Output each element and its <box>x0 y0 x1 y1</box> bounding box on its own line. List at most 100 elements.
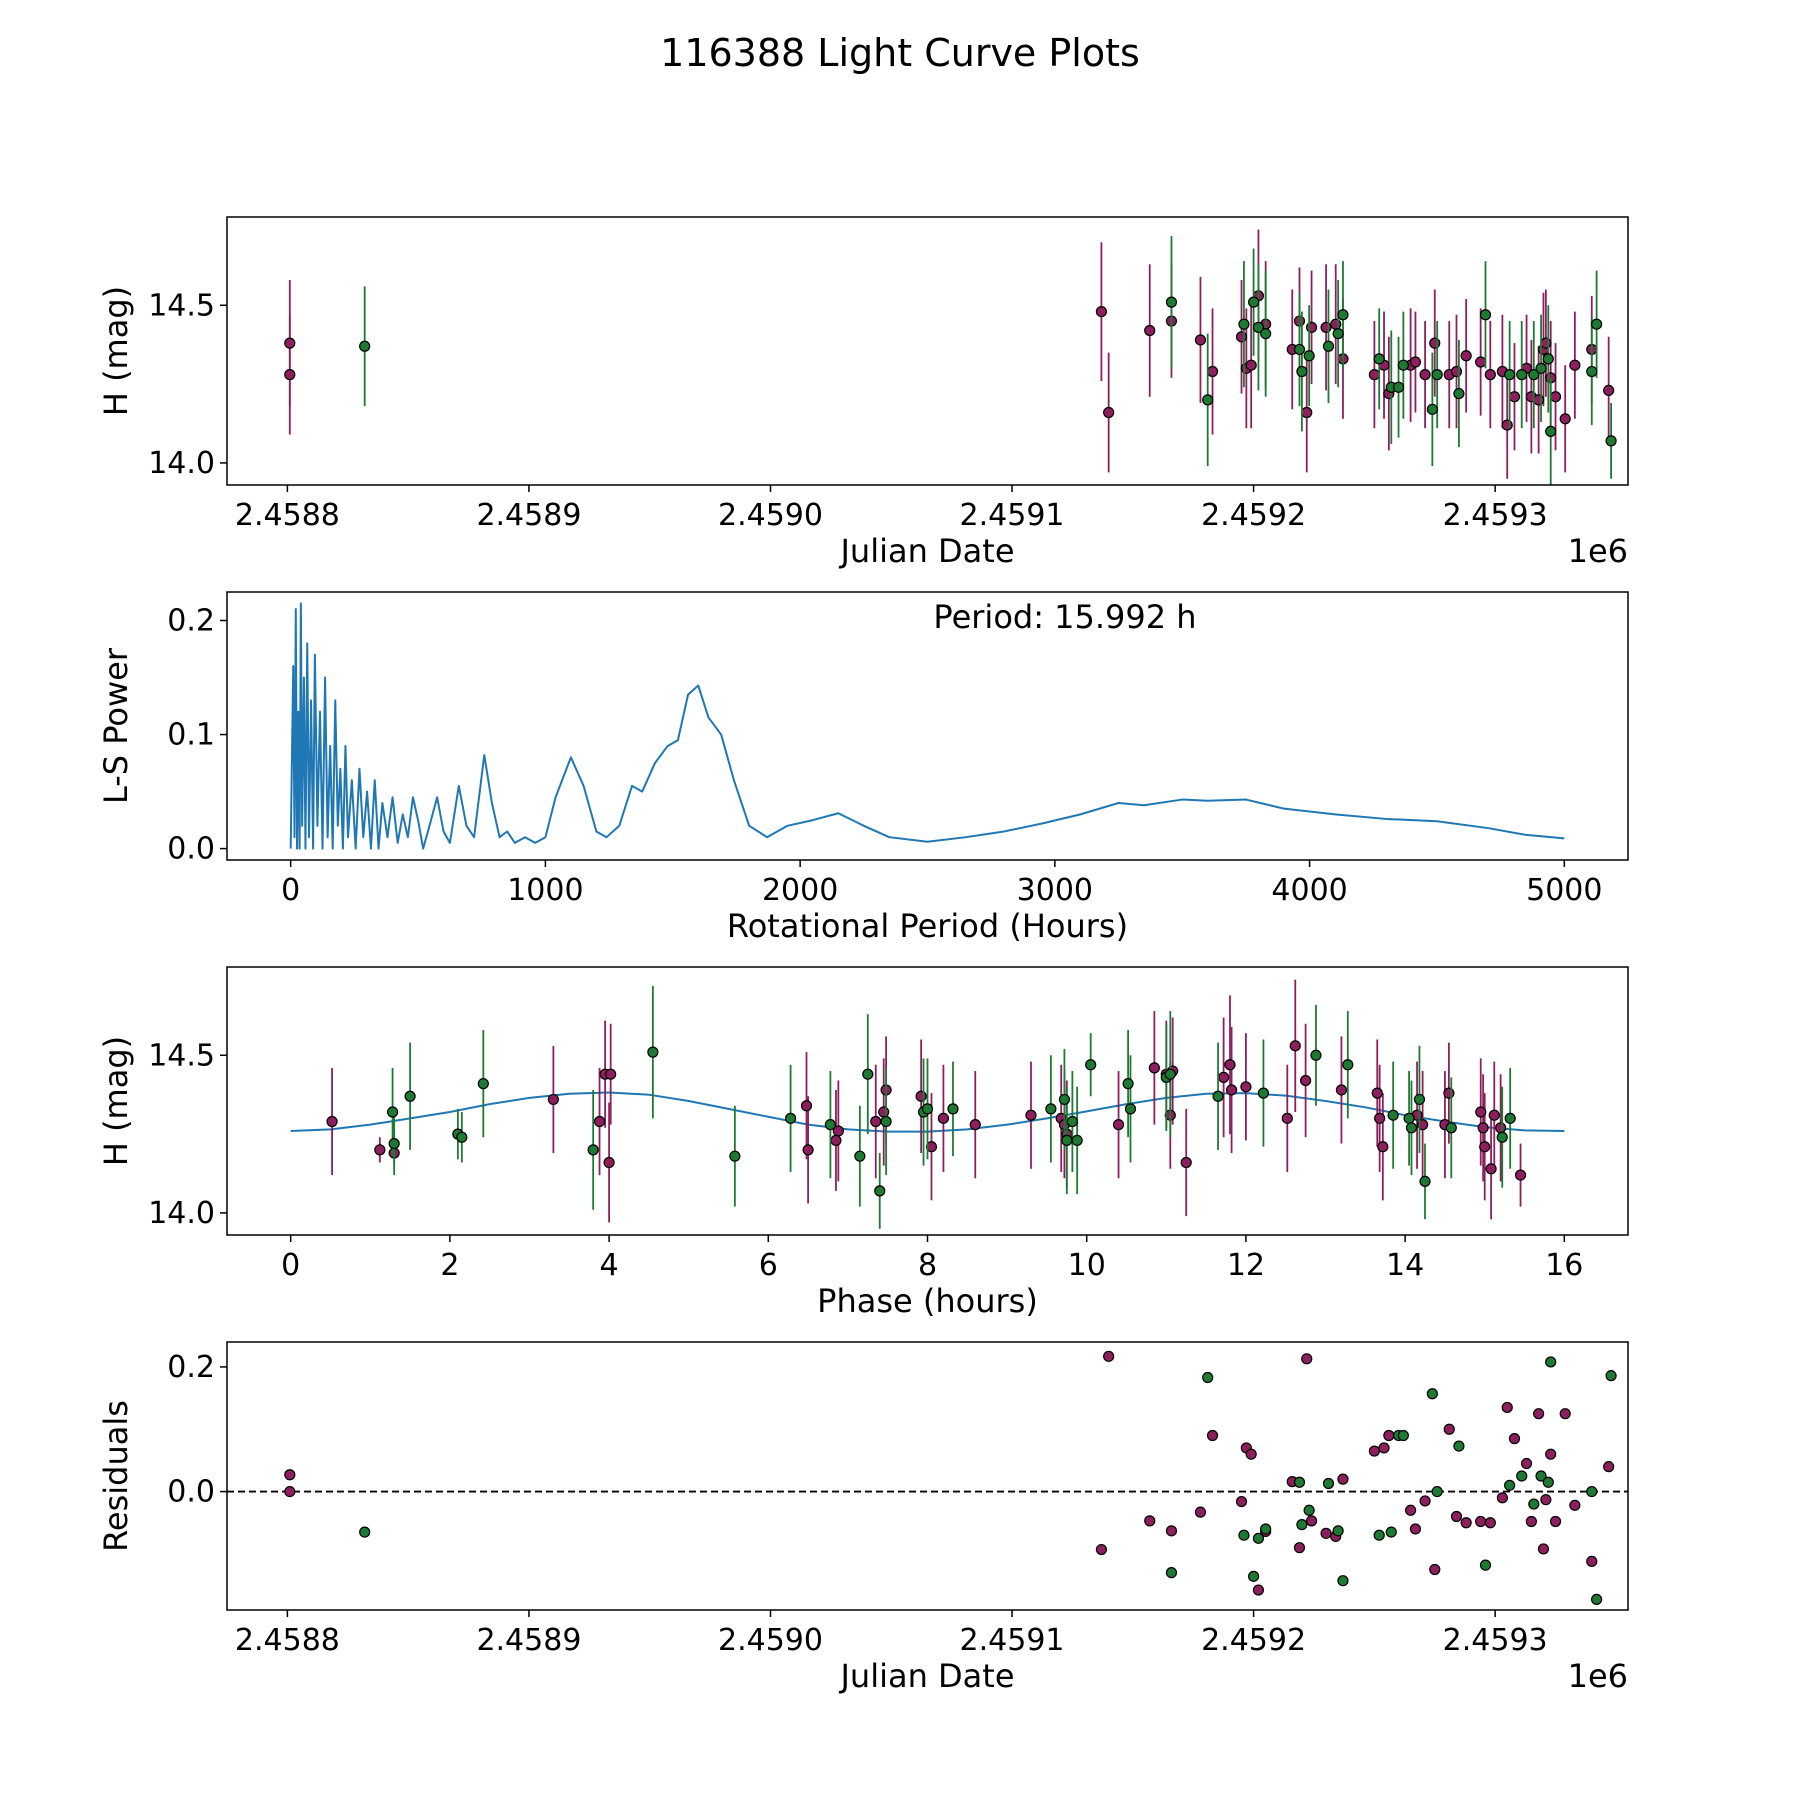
residuals-point-magenta <box>1378 1442 1390 1454</box>
residuals-point-magenta <box>1443 1423 1455 1435</box>
residuals-point-green <box>1332 1525 1344 1537</box>
residuals-point-magenta <box>1337 1473 1349 1485</box>
lightcurve-point-green <box>1528 369 1540 381</box>
periodogram-annotation: Period: 15.992 h <box>933 598 1196 636</box>
lightcurve-point-green <box>1397 359 1409 371</box>
residuals-point-green <box>1431 1485 1443 1498</box>
residuals-point-green <box>1397 1429 1409 1442</box>
residuals-point-magenta <box>1165 1525 1178 1537</box>
residuals-point-magenta <box>1419 1495 1431 1507</box>
residuals-point-green <box>1516 1470 1528 1482</box>
residuals-point-magenta <box>284 1469 296 1481</box>
periodogram-plot-area <box>289 602 1565 850</box>
phasefold-point-green <box>1387 1109 1399 1121</box>
phasefold-point-magenta <box>1485 1163 1497 1175</box>
residuals-offset-label: 1e6 <box>1568 1657 1628 1695</box>
lightcurve-point-magenta <box>1409 356 1422 368</box>
residuals-ytick-label: 0.0 <box>167 1475 215 1510</box>
periodogram-ytick-label: 0.0 <box>167 832 215 867</box>
lightcurve-point-green <box>1535 362 1547 374</box>
phasefold-point-green <box>1257 1087 1270 1099</box>
lightcurve-point-green <box>1431 369 1443 381</box>
phasefold-point-magenta <box>603 1156 615 1169</box>
residuals-point-green <box>1337 1575 1349 1587</box>
lightcurve-offset-label: 1e6 <box>1568 532 1628 570</box>
residuals-xtick-label: 2.4589 <box>476 1623 581 1658</box>
phasefold-point-magenta <box>1300 1074 1312 1087</box>
lightcurve-panel: 2.4588 2.4589 2.4590 2.4591 2.4592 2.4593 14.0… <box>97 216 1629 570</box>
residuals-xlabel: Julian Date <box>838 1657 1014 1695</box>
phasefold-xtick-label: 10 <box>1068 1248 1106 1283</box>
phasefold-point-magenta <box>1218 1071 1230 1083</box>
phasefold-point-green <box>729 1150 741 1162</box>
lightcurve-ytick-label: 14.0 <box>148 446 215 481</box>
residuals-point-green <box>1238 1529 1250 1541</box>
phasefold-point-magenta <box>969 1119 981 1131</box>
periodogram-ytick-label: 0.1 <box>167 718 215 753</box>
phasefold-point-green <box>1071 1134 1083 1147</box>
lightcurve-xtick-label: 2.4588 <box>235 498 340 533</box>
lightcurve-point-green <box>1293 343 1306 356</box>
phasefold-ylabel: H (mag) <box>97 1036 135 1166</box>
phasefold-point-magenta <box>830 1134 842 1147</box>
lightcurve-point-green <box>1247 296 1260 308</box>
residuals-point-green <box>1165 1567 1178 1579</box>
phasefold-point-magenta <box>870 1115 882 1128</box>
phasefold-point-magenta <box>1371 1087 1383 1099</box>
lightcurve-point-magenta <box>1419 369 1431 381</box>
residuals-point-magenta <box>1429 1563 1441 1576</box>
residuals-point-magenta <box>1520 1457 1533 1470</box>
phasefold-point-magenta <box>326 1115 338 1128</box>
lightcurve-point-magenta <box>1368 369 1380 381</box>
phasefold-point-green <box>1310 1049 1322 1061</box>
periodogram-ytick-label: 0.2 <box>167 604 215 639</box>
residuals-point-green <box>1260 1523 1272 1535</box>
lightcurve-point-magenta <box>284 369 296 381</box>
periodogram-xtick-label: 5000 <box>1526 873 1602 908</box>
lightcurve-point-green <box>1453 387 1465 400</box>
residuals-point-green <box>1535 1470 1547 1482</box>
lightcurve-xtick-label: 2.4589 <box>476 498 581 533</box>
residuals-point-green <box>359 1526 371 1538</box>
residuals-point-magenta <box>1245 1448 1257 1460</box>
phasefold-ytick-label: 14.5 <box>148 1038 215 1073</box>
residuals-point-magenta <box>1460 1517 1472 1529</box>
lightcurve-point-magenta <box>1460 350 1472 362</box>
phasefold-point-magenta <box>1377 1141 1389 1153</box>
lightcurve-point-magenta <box>1540 337 1552 349</box>
phasefold-point-green <box>947 1103 959 1115</box>
residuals-point-magenta <box>1383 1429 1395 1442</box>
phasefold-point-magenta <box>1488 1109 1500 1121</box>
lightcurve-point-green <box>1252 321 1265 333</box>
phasefold-point-magenta <box>1335 1084 1348 1096</box>
phasefold-point-magenta <box>1240 1081 1252 1093</box>
lightcurve-point-magenta <box>1330 318 1342 330</box>
phasefold-point-magenta <box>937 1112 950 1124</box>
lightcurve-point-green <box>1504 369 1516 381</box>
phasefold-point-magenta <box>915 1090 927 1102</box>
residuals-point-green <box>1426 1388 1438 1400</box>
phasefold-point-green <box>1419 1175 1431 1188</box>
phasefold-point-green <box>862 1068 874 1080</box>
phasefold-point-magenta <box>547 1093 559 1106</box>
residuals-ylabel: Residuals <box>97 1400 135 1552</box>
lightcurve-point-green <box>1165 296 1178 308</box>
phasefold-point-magenta <box>1495 1122 1507 1134</box>
lightcurve-point-green <box>1586 365 1598 378</box>
phasefold-point-magenta <box>800 1100 813 1112</box>
phasefold-point-green <box>921 1103 934 1115</box>
phasefold-xtick-label: 2 <box>440 1248 459 1283</box>
lightcurve-axes-frame <box>226 216 1629 486</box>
phasefold-point-magenta <box>374 1144 386 1156</box>
lightcurve-point-magenta <box>1484 369 1496 381</box>
residuals-point-green <box>1605 1370 1617 1382</box>
residuals-point-magenta <box>1293 1542 1306 1554</box>
phasefold-point-green <box>647 1046 659 1058</box>
residuals-point-magenta <box>1537 1543 1550 1555</box>
residuals-point-green <box>1293 1476 1306 1488</box>
residuals-ytick-label: 0.2 <box>167 1350 215 1385</box>
residuals-point-green <box>1385 1526 1397 1538</box>
residuals-point-green <box>1247 1570 1260 1582</box>
phasefold-point-green <box>1164 1068 1176 1080</box>
phasefold-ytick-label: 14.0 <box>148 1196 215 1231</box>
